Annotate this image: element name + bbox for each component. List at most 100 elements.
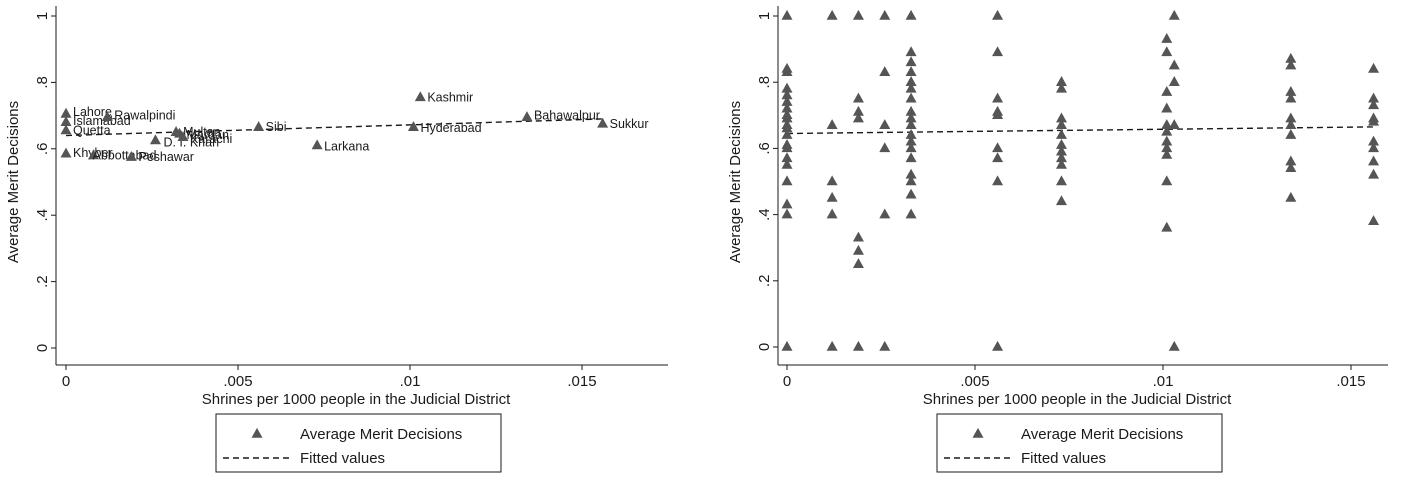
data-point-marker bbox=[905, 46, 917, 57]
data-point-label: D. I. Khan bbox=[163, 136, 219, 150]
data-point-label: Sibi bbox=[266, 120, 287, 134]
data-point-marker bbox=[879, 66, 891, 77]
data-point-marker bbox=[1285, 155, 1297, 166]
x-tick-label: .01 bbox=[400, 373, 421, 390]
data-point-marker bbox=[826, 191, 838, 202]
legend-label-points: Average Merit Decisions bbox=[1021, 426, 1183, 443]
data-point-marker bbox=[253, 121, 265, 131]
x-tick-label: .015 bbox=[1336, 373, 1365, 390]
data-point-marker bbox=[1161, 119, 1173, 129]
data-point-marker bbox=[781, 129, 793, 139]
data-point-marker bbox=[1285, 162, 1297, 173]
data-point-marker bbox=[1161, 221, 1173, 232]
data-point-marker bbox=[1285, 119, 1297, 129]
data-point-marker bbox=[992, 340, 1004, 351]
data-point-marker bbox=[125, 150, 137, 161]
data-point-marker bbox=[1055, 195, 1067, 206]
y-tick-label: .6 bbox=[34, 143, 51, 156]
y-tick-label: .6 bbox=[756, 142, 773, 155]
data-point-marker bbox=[781, 9, 793, 20]
legend-marker-triangle bbox=[972, 427, 984, 438]
data-point-marker bbox=[1168, 119, 1180, 129]
data-point-marker bbox=[992, 109, 1004, 120]
data-point-marker bbox=[1168, 76, 1180, 86]
fitted-line bbox=[786, 126, 1374, 135]
data-point-marker bbox=[1285, 59, 1297, 70]
data-point-marker bbox=[1368, 215, 1380, 225]
data-point-marker bbox=[781, 142, 793, 153]
data-point-marker bbox=[879, 142, 891, 153]
data-point-marker bbox=[177, 131, 189, 141]
y-tick-label: 0 bbox=[756, 343, 773, 351]
data-point-label: Mardan bbox=[187, 128, 229, 142]
data-point-marker bbox=[101, 111, 113, 122]
data-point-marker bbox=[879, 9, 891, 20]
data-point-label: Rawalpindi bbox=[114, 108, 175, 122]
legend-label-fitted: Fitted values bbox=[300, 450, 385, 467]
data-point-marker bbox=[781, 89, 793, 100]
data-point-marker bbox=[1368, 115, 1380, 126]
data-point-marker bbox=[60, 147, 72, 158]
data-point-marker bbox=[1055, 129, 1067, 139]
data-point-marker bbox=[1368, 99, 1380, 110]
x-tick-label: .005 bbox=[223, 373, 252, 390]
data-point-marker bbox=[1055, 138, 1067, 149]
data-point-label: Abbottabad bbox=[93, 148, 157, 162]
data-point-marker bbox=[1168, 340, 1180, 351]
x-tick-label: 0 bbox=[62, 373, 70, 390]
data-point-marker bbox=[60, 116, 72, 127]
data-point-marker bbox=[852, 92, 864, 103]
data-point-marker bbox=[905, 208, 917, 219]
data-point-marker bbox=[905, 119, 917, 129]
y-axis-title: Average Merit Decisions bbox=[727, 101, 744, 263]
data-point-marker bbox=[905, 135, 917, 146]
data-point-marker bbox=[1168, 59, 1180, 70]
data-point-marker bbox=[781, 112, 793, 123]
data-point-marker bbox=[149, 134, 161, 145]
data-point-marker bbox=[905, 152, 917, 163]
data-point-marker bbox=[781, 208, 793, 219]
y-tick-label: .4 bbox=[756, 208, 773, 221]
data-point-marker bbox=[879, 119, 891, 129]
data-point-marker bbox=[1285, 129, 1297, 139]
data-point-marker bbox=[1161, 142, 1173, 153]
data-point-marker bbox=[781, 175, 793, 186]
y-axis-title: Average Merit Decisions bbox=[5, 101, 22, 263]
data-point-marker bbox=[1285, 92, 1297, 103]
data-point-marker bbox=[992, 175, 1004, 186]
data-point-label: Kashmir bbox=[427, 90, 473, 104]
data-point-marker bbox=[905, 175, 917, 186]
data-point-marker bbox=[1368, 135, 1380, 146]
data-point-marker bbox=[992, 46, 1004, 57]
data-point-marker bbox=[414, 91, 426, 102]
data-point-marker bbox=[905, 82, 917, 93]
data-point-label: Karachi bbox=[190, 132, 232, 146]
data-point-marker bbox=[1368, 168, 1380, 179]
data-point-marker bbox=[826, 340, 838, 351]
legend-marker-triangle bbox=[251, 427, 263, 438]
data-point-marker bbox=[852, 244, 864, 255]
y-tick-label: 1 bbox=[34, 12, 51, 20]
y-tick-label: 1 bbox=[756, 12, 773, 20]
y-tick-label: .2 bbox=[756, 275, 773, 288]
data-point-marker bbox=[1161, 148, 1173, 159]
y-tick-label: .8 bbox=[756, 76, 773, 89]
data-point-marker bbox=[781, 158, 793, 169]
data-point-label: Peshawar bbox=[138, 150, 194, 164]
data-point-marker bbox=[852, 231, 864, 242]
data-point-marker bbox=[1285, 85, 1297, 96]
data-point-marker bbox=[521, 111, 533, 122]
y-tick-label: .4 bbox=[34, 209, 51, 222]
data-point-marker bbox=[781, 102, 793, 113]
data-point-marker bbox=[781, 152, 793, 163]
data-point-marker bbox=[905, 168, 917, 179]
data-point-marker bbox=[1055, 112, 1067, 123]
data-point-marker bbox=[781, 122, 793, 133]
data-point-marker bbox=[905, 105, 917, 116]
data-point-marker bbox=[879, 340, 891, 351]
data-point-marker bbox=[852, 258, 864, 269]
data-point-marker bbox=[905, 92, 917, 103]
legend-label-fitted: Fitted values bbox=[1021, 450, 1106, 467]
data-point-marker bbox=[1285, 191, 1297, 202]
